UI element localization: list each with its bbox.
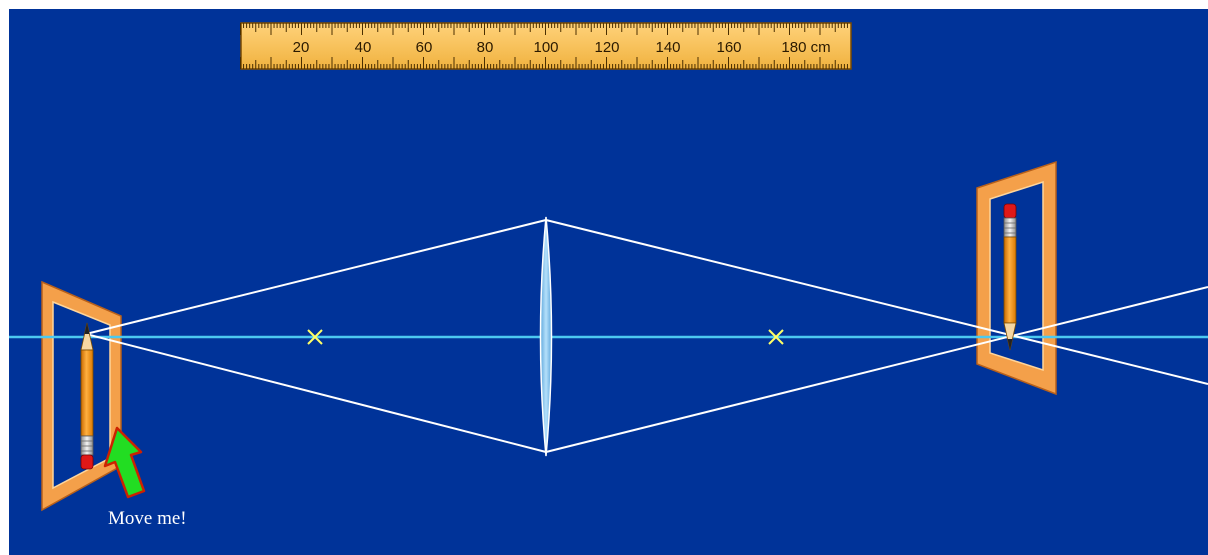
light-rays [85, 219, 1208, 453]
ruler-label-80: 80 [477, 39, 494, 56]
ruler-label-20: 20 [293, 39, 310, 56]
image-pencil [1003, 203, 1017, 351]
focal-point-left [307, 329, 323, 345]
ruler-label-140: 140 [655, 39, 680, 56]
pencil-body [1003, 236, 1017, 324]
focal-point-right [768, 329, 784, 345]
image-frame [976, 160, 1057, 396]
pencil-lead [1007, 339, 1013, 350]
x-mark-icon [307, 329, 323, 345]
ruler-label-120: 120 [594, 39, 619, 56]
pencil-eraser [1003, 203, 1017, 219]
move-me-label: Move me! [108, 508, 187, 529]
drag-hint-arrow [103, 426, 146, 499]
ruler[interactable]: 20 40 60 80 100 120 140 160 180 cm [240, 22, 852, 70]
pencil-icon [1003, 203, 1017, 351]
pencil-lead [84, 323, 90, 334]
pencil-ferrule [80, 435, 94, 456]
ruler-label-40: 40 [355, 39, 372, 56]
pencil-eraser [80, 454, 94, 470]
ruler-label-100: 100 [533, 39, 558, 56]
ray-bottom-incident [85, 333, 547, 453]
pencil-tip [1003, 322, 1017, 351]
lens-body [539, 216, 553, 457]
pencil-ferrule [1003, 217, 1017, 238]
ruler-label-60: 60 [416, 39, 433, 56]
ruler-ticks [240, 23, 848, 69]
pencil-body [80, 349, 94, 437]
ruler-label-180: 180 cm [781, 39, 830, 56]
arrow-up-icon [103, 426, 146, 499]
x-mark-icon [768, 329, 784, 345]
ray-top-refracted [545, 219, 1208, 385]
ray-top-incident [85, 219, 547, 335]
object-pencil[interactable] [80, 322, 94, 470]
image-frame-inner [989, 180, 1044, 372]
pencil-icon [80, 322, 94, 470]
ruler-label-160: 160 [716, 39, 741, 56]
ruler-labels: 20 40 60 80 100 120 140 160 180 cm [293, 39, 831, 56]
convex-lens[interactable] [539, 216, 553, 457]
ray-bottom-refracted [545, 286, 1208, 453]
